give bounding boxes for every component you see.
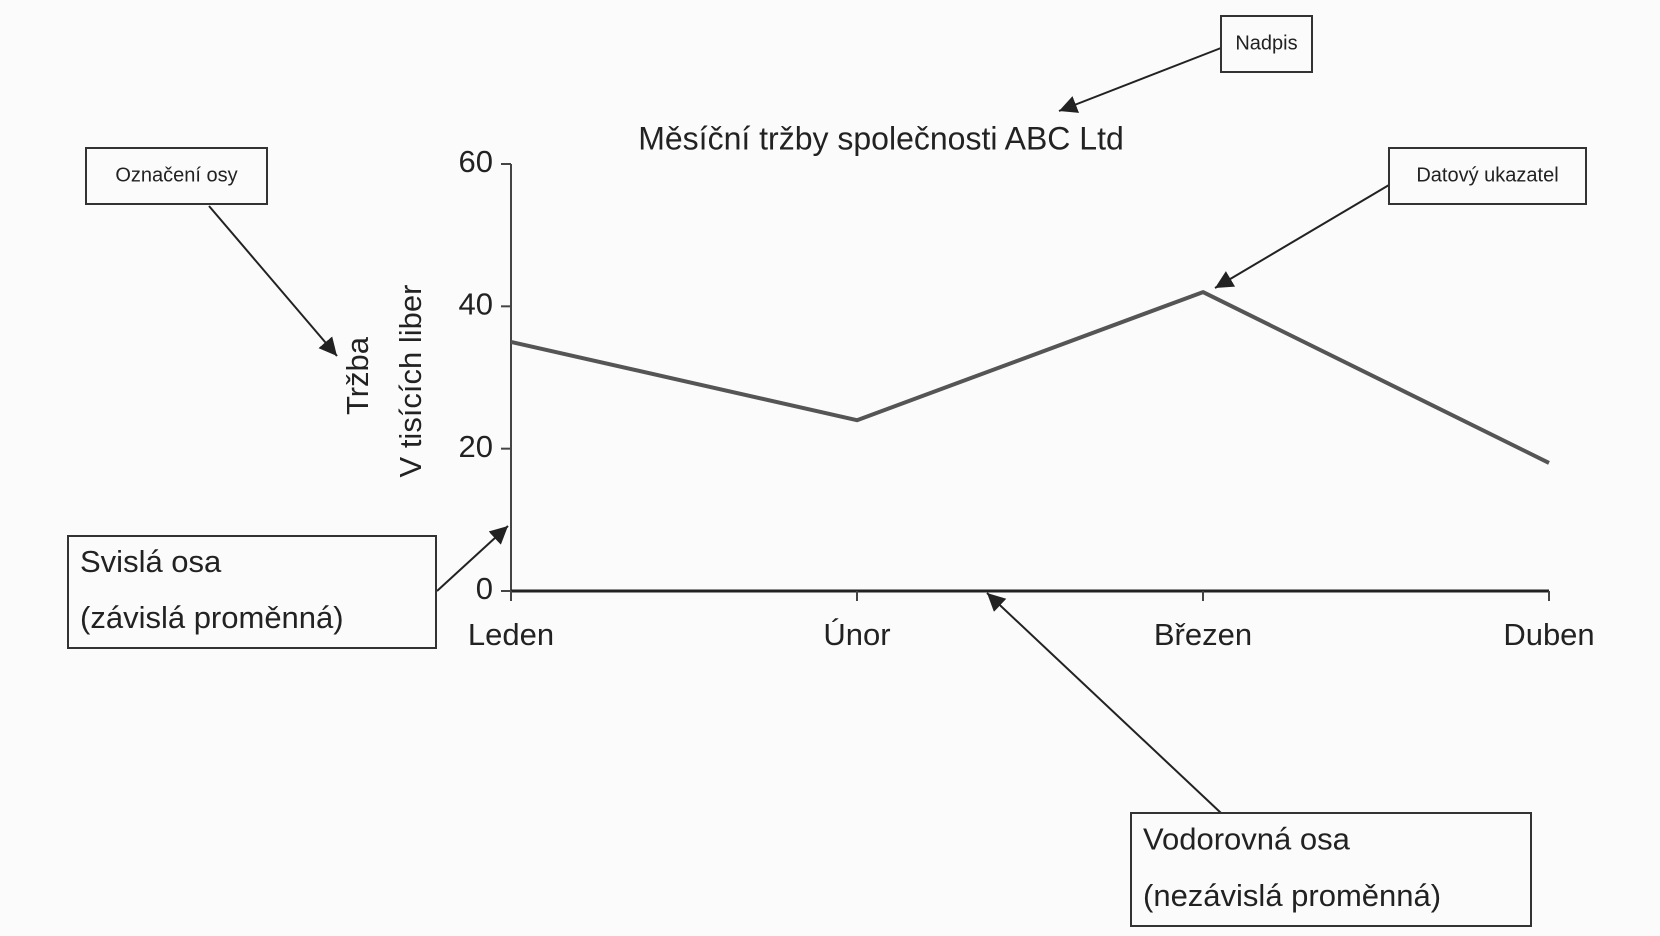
annotation-text: Vodorovná osa — [1143, 821, 1351, 856]
x-tick-label: Únor — [823, 617, 890, 652]
annotation-box — [67, 535, 437, 649]
y-axis-label: Tržba — [340, 336, 375, 415]
arrow — [1214, 184, 1390, 289]
arrow — [208, 205, 338, 357]
annotation-text: Datový ukazatel — [1416, 164, 1558, 186]
arrow — [986, 592, 1222, 814]
arrow — [1058, 47, 1222, 113]
annotation-text: Svislá osa — [80, 544, 222, 579]
chart-title: Měsíční tržby společnosti ABC Ltd — [638, 120, 1124, 156]
annotation-text: Označení osy — [115, 164, 237, 186]
y-tick-label: 20 — [459, 429, 493, 464]
x-tick-label: Březen — [1154, 617, 1252, 652]
annotation-box — [1220, 15, 1313, 73]
x-tick-label: Leden — [468, 617, 554, 652]
x-tick-label: Duben — [1503, 617, 1594, 652]
y-axis-label: V tisících liber — [393, 285, 428, 478]
arrow — [436, 525, 509, 592]
y-tick-label: 40 — [459, 287, 493, 322]
annotation-text: Nadpis — [1235, 32, 1297, 54]
annotation-box — [1130, 812, 1532, 927]
y-tick-label: 60 — [459, 144, 493, 179]
annotation-box — [85, 147, 268, 205]
annotation-box — [1388, 147, 1587, 205]
annotation-text: (závislá proměnná) — [80, 600, 344, 635]
line-series — [510, 290, 1550, 465]
y-tick-label: 0 — [476, 571, 493, 606]
annotation-text: (nezávislá proměnná) — [1143, 878, 1441, 913]
